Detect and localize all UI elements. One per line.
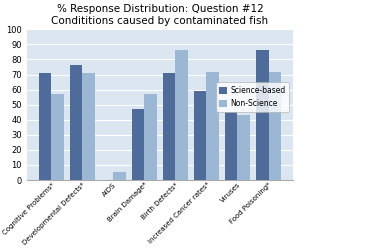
Bar (82, 73, 95, 180)
Bar (176, 50, 188, 180)
Bar (39, 73, 51, 180)
Bar (237, 115, 250, 180)
Legend: Science-based, Non-Science: Science-based, Non-Science (216, 82, 289, 112)
Bar (144, 94, 157, 180)
Bar (132, 109, 144, 180)
Bar (163, 73, 176, 180)
Bar (194, 91, 207, 180)
Bar (225, 112, 237, 180)
Bar (269, 72, 281, 180)
Bar (256, 50, 269, 180)
Bar (114, 172, 126, 180)
Bar (70, 66, 82, 180)
Title: % Response Distribution: Question #12
Condititions caused by contaminated fish: % Response Distribution: Question #12 Co… (51, 4, 269, 26)
Bar (207, 72, 219, 180)
Bar (51, 94, 64, 180)
